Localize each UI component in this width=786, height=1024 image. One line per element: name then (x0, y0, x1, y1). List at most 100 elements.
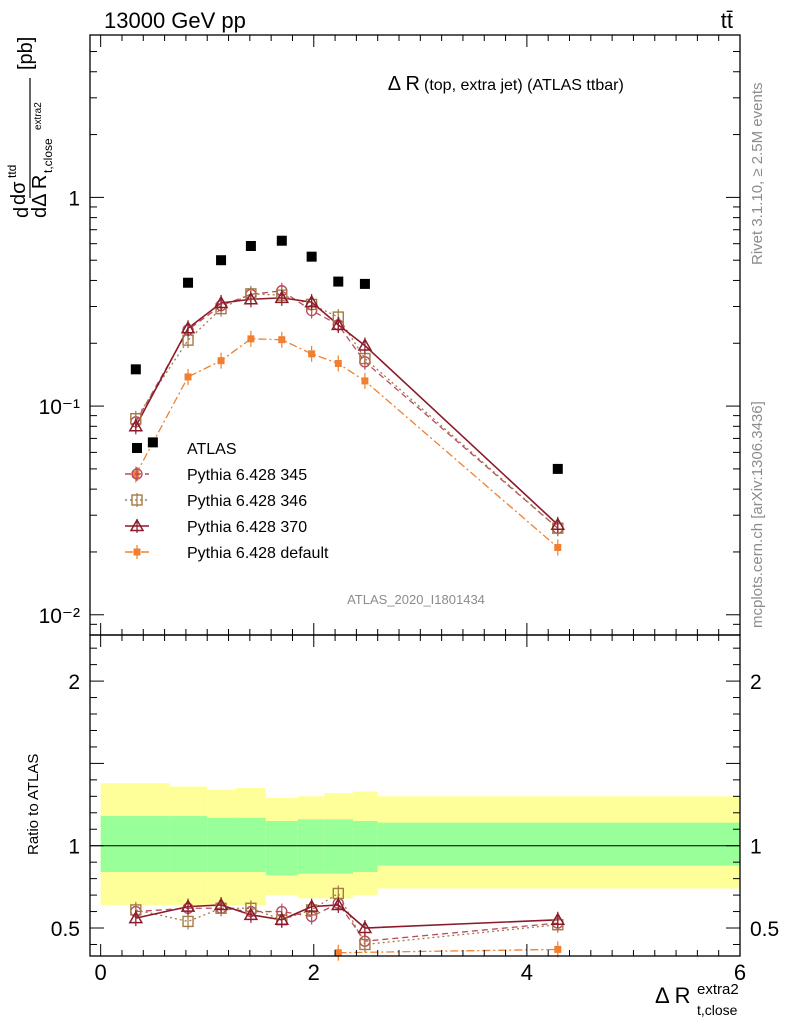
ratio-point-series-2 (357, 920, 373, 934)
ratio-point-series-3 (554, 945, 562, 953)
chart-title-sub: (top, extra jet) (ATLAS ttbar) (424, 77, 624, 94)
main-point-series-3 (213, 295, 229, 309)
inner-band-bin (353, 821, 378, 873)
x-tick-label: 0 (95, 960, 107, 985)
inner-band-bin (100, 816, 170, 873)
svg-text:extra2: extra2 (33, 102, 44, 130)
legend-label: Pythia 6.428 345 (187, 467, 307, 484)
main-point-series-4 (554, 544, 562, 552)
svg-text:dΔ R: dΔ R (29, 175, 51, 218)
svg-text:[pb]: [pb] (15, 37, 37, 70)
main-point-series-3 (180, 320, 196, 334)
ratio-y-tick-label-right: 1 (750, 836, 762, 859)
main-point-series-4 (184, 373, 192, 381)
main-y-tick-label: 10⁻¹ (39, 396, 80, 419)
ratio-y-tick-label: 0.5 (51, 918, 80, 941)
analysis-label: ATLAS_2020_I1801434 (347, 592, 485, 607)
main-point-series-0 (130, 364, 141, 375)
inner-band-bin (297, 819, 325, 874)
main-point-series-3 (357, 338, 373, 351)
main-point-series-3 (128, 418, 144, 432)
main-point-series-0 (216, 255, 227, 266)
mcplots-label: mcplots.cern.ch [arXiv:1306.3436] (749, 401, 766, 628)
ratio-point-series-2 (213, 897, 229, 911)
main-point-series-4 (278, 336, 286, 344)
main-point-series-4 (334, 359, 342, 367)
main-y-tick-label: 1 (68, 187, 80, 210)
svg-text:dσ: dσ (8, 181, 30, 205)
inner-band-bin (207, 817, 236, 873)
main-point-series-3 (304, 294, 319, 308)
axes: 0 2 4 6 1 10⁻¹ 10⁻² 0.5 0.5 1 1 2 2 (39, 34, 779, 985)
ratio-line-series-3 (338, 948, 558, 954)
main-point-series-0 (306, 251, 317, 262)
main-point-series-4 (247, 335, 255, 343)
svg-text:d: d (11, 207, 33, 218)
rivet-label: Rivet 3.1.10, ≥ 2.5M events (749, 83, 766, 266)
main-point-series-3 (330, 317, 346, 331)
main-point-series-4 (217, 357, 225, 365)
ratio-y-tick-label: 1 (68, 836, 80, 859)
legend-label: Pythia 6.428 370 (187, 519, 307, 536)
main-point-series-0 (552, 463, 563, 474)
x-tick-label: 6 (734, 960, 746, 985)
main-point-series-0 (333, 276, 344, 287)
main-point-series-4 (308, 350, 316, 358)
ratio-uncertainty-bands (90, 783, 740, 905)
ratio-ylabel: Ratio to ATLAS (25, 754, 42, 855)
main-y-tick-label: 10⁻² (39, 605, 80, 628)
main-point-series-3 (550, 517, 566, 531)
ratio-point-series-2 (128, 910, 144, 924)
svg-text:t,close: t,close (41, 138, 55, 173)
inner-band-bin (169, 816, 208, 873)
ratio-point-series-3 (334, 949, 342, 957)
main-point-series-0 (276, 235, 287, 246)
legend-label: Pythia 6.428 346 (187, 493, 307, 510)
ratio-point-series-1 (359, 938, 371, 951)
svg-text:Δ R: Δ R (655, 983, 690, 1008)
chart-title-main: Δ R (388, 73, 420, 95)
main-ylabel: d dσ ttd dΔ R t,close extra2 [pb] (5, 37, 55, 218)
legend-marker (132, 443, 142, 453)
energy-label: 13000 GeV pp (104, 8, 246, 33)
process-label: tt̄ (721, 8, 733, 33)
legend-label: Pythia 6.428 default (187, 545, 329, 562)
ratio-point-series-1 (182, 915, 194, 928)
ratio-point-series-2 (274, 912, 290, 926)
legend-marker (131, 494, 143, 506)
svg-text:t,close: t,close (697, 1002, 738, 1018)
main-point-series-3 (243, 291, 259, 305)
main-point-series-0 (183, 277, 194, 288)
inner-band-bin (235, 817, 266, 873)
x-tick-label: 2 (308, 960, 320, 985)
ratio-point-series-2 (550, 912, 566, 926)
ratio-y-tick-label-right: 2 (750, 671, 762, 694)
main-point-series-0 (359, 278, 370, 289)
svg-text:ttd: ttd (5, 165, 19, 178)
ratio-point-series-2 (330, 897, 346, 911)
inner-band-bin (377, 822, 740, 866)
legend-marker (131, 468, 143, 480)
ratio-frame (89, 634, 741, 957)
main-point-series-0 (245, 240, 256, 251)
series-markers (128, 235, 566, 961)
main-point-series-3 (274, 290, 290, 304)
main-point-series-0 (147, 437, 158, 448)
inner-band-bin (324, 819, 354, 874)
legend-marker (133, 548, 141, 556)
ratio-point-series-2 (180, 899, 196, 912)
main-line-series-3 (135, 297, 559, 526)
ratio-line-series-0 (135, 902, 558, 942)
xlabel: Δ R extra2 t,close (655, 981, 739, 1018)
legend-marker (129, 518, 145, 532)
ratio-point-series-2 (304, 899, 319, 912)
ratio-point-series-2 (243, 907, 259, 921)
ratio-y-tick-label: 2 (68, 671, 80, 694)
legend-label: ATLAS (187, 441, 237, 458)
legend: ATLAS Pythia 6.428 345 Pythia 6.428 346 Pyt… (125, 441, 329, 562)
main-point-series-4 (361, 377, 369, 385)
x-tick-label: 4 (521, 960, 533, 985)
ratio-y-tick-label-right: 0.5 (750, 918, 779, 941)
